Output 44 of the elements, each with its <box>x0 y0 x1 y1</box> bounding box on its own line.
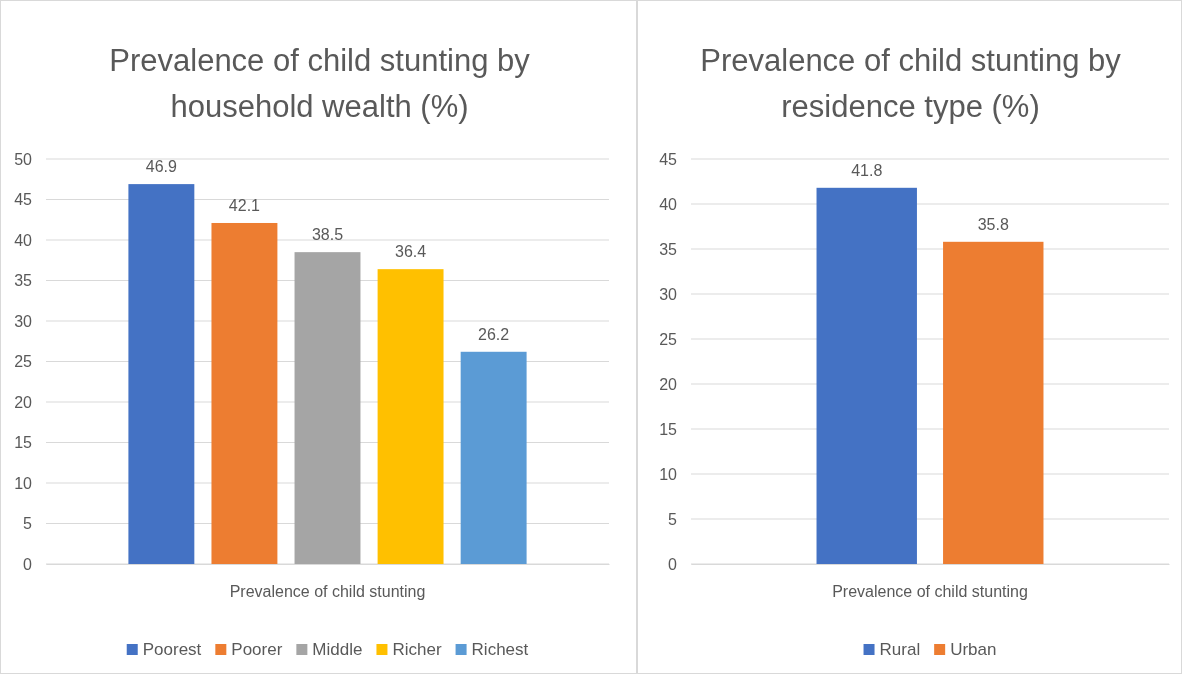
y-tick-label: 20 <box>659 375 678 393</box>
legend-label: Poorest <box>142 640 202 659</box>
y-tick-label: 45 <box>14 191 33 209</box>
y-tick-label: 25 <box>659 330 678 348</box>
y-tick-label: 0 <box>668 555 678 573</box>
y-tick-label: 0 <box>23 555 33 573</box>
legend-label: Urban <box>950 640 997 659</box>
legend-label: Richest <box>471 640 529 659</box>
y-tick-label: 15 <box>14 434 33 452</box>
data-label: 46.9 <box>145 158 178 176</box>
bar <box>211 222 278 564</box>
y-tick-label: 45 <box>659 150 678 168</box>
legend-label: Richer <box>392 640 442 659</box>
data-label: 42.1 <box>228 196 261 214</box>
bar <box>377 269 444 564</box>
x-tick-label: Prevalence of child stunting <box>229 583 426 601</box>
legend-label: Poorer <box>231 640 283 659</box>
data-label: 26.2 <box>478 325 510 343</box>
data-label: 41.8 <box>851 161 883 179</box>
y-tick-label: 10 <box>14 474 33 492</box>
data-label: 36.4 <box>395 243 427 261</box>
bar <box>128 184 195 564</box>
chart-title: Prevalence of child stunting by residence type (%) <box>700 43 1122 124</box>
legend-label: Rural <box>879 640 921 659</box>
y-tick-label: 30 <box>14 312 33 330</box>
y-tick-label: 10 <box>659 465 678 483</box>
bar <box>294 252 361 564</box>
legend-label: Middle <box>312 640 363 659</box>
y-tick-label: 35 <box>659 240 678 258</box>
y-tick-label: 50 <box>14 150 33 168</box>
y-tick-label: 40 <box>14 231 33 249</box>
y-tick-label: 5 <box>23 515 33 533</box>
y-tick-label: 40 <box>659 195 678 213</box>
data-label: 38.5 <box>311 226 344 244</box>
data-label: 35.8 <box>977 215 1009 233</box>
y-tick-label: 20 <box>14 393 33 411</box>
y-tick-label: 35 <box>14 272 33 290</box>
y-tick-label: 25 <box>14 353 33 371</box>
y-tick-label: 5 <box>668 510 678 528</box>
x-tick-label: Prevalence of child stunting <box>832 583 1028 601</box>
y-tick-label: 15 <box>659 420 678 438</box>
chart-title: Prevalence of child stunting by household wealth (%) <box>109 43 531 124</box>
y-tick-label: 30 <box>659 285 678 303</box>
bar <box>460 351 527 564</box>
